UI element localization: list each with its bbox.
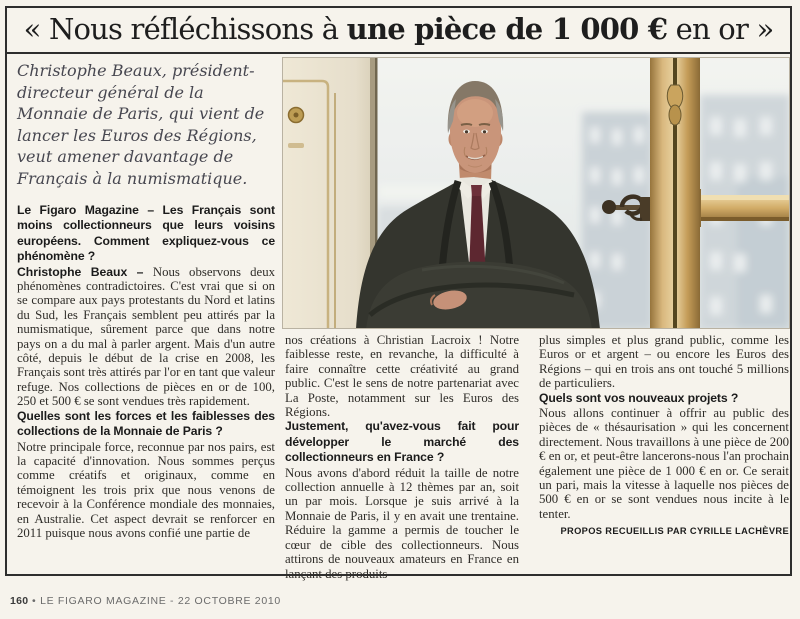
headline-box: « Nous réfléchissons à une pièce de 1 00… (5, 6, 792, 54)
page-number: 160 (10, 595, 29, 607)
article-column-1: Christophe Beaux, président-directeur gé… (17, 60, 275, 540)
portrait-photo (282, 57, 790, 329)
question-2: Quelles sont les forces et les faiblesse… (17, 408, 275, 439)
intro-paragraph: Christophe Beaux, président-directeur gé… (17, 61, 265, 188)
answer-3-continued: plus simples et plus grand public, comme… (539, 333, 789, 391)
headline: « Nous réfléchissons à une pièce de 1 00… (23, 12, 775, 46)
answer-1-speaker: Christophe Beaux – (17, 264, 153, 279)
article-column-2: nos créations à Christian Lacroix ! Notr… (285, 333, 519, 581)
article-frame (5, 6, 792, 576)
question-4: Quels sont vos nouveaux projets ? (539, 390, 739, 405)
headline-emphasis: une pièce de 1 000 € (346, 12, 668, 46)
window-frame (650, 57, 790, 329)
answer-2-continued: nos créations à Christian Lacroix ! Notr… (285, 333, 519, 420)
page-footer: 160 • LE FIGARO MAGAZINE - 22 OCTOBRE 20… (10, 595, 281, 607)
footer-separator: • (32, 595, 37, 607)
answer-2: Notre principale force, reconnue par nos… (17, 439, 275, 540)
panelled-wall (282, 57, 378, 329)
headline-prefix: « Nous réfléchissons à (23, 12, 347, 46)
question-3: Justement, qu'avez-vous fait pour dévelo… (285, 419, 519, 465)
answer-1-text: Nous observons deux phénomènes contradic… (17, 264, 276, 409)
window-handle-icon (602, 194, 650, 221)
question-1: Le Figaro Magazine – Les Français sont m… (17, 203, 275, 264)
byline: PROPOS RECUEILLIS PAR CYRILLE LACHÈVRE (560, 526, 789, 537)
answer-3: Nous avons d'abord réduit la taille de n… (285, 465, 519, 581)
footer-text: LE FIGARO MAGAZINE - 22 OCTOBRE 2010 (40, 595, 281, 607)
article-column-3: plus simples et plus grand public, comme… (539, 333, 789, 536)
headline-suffix: en or » (667, 12, 775, 46)
answer-1: Christophe Beaux – Nous observons deux p… (17, 265, 275, 409)
answer-4: Nous allons continuer à offrir au public… (539, 406, 789, 521)
man-figure (356, 81, 600, 329)
